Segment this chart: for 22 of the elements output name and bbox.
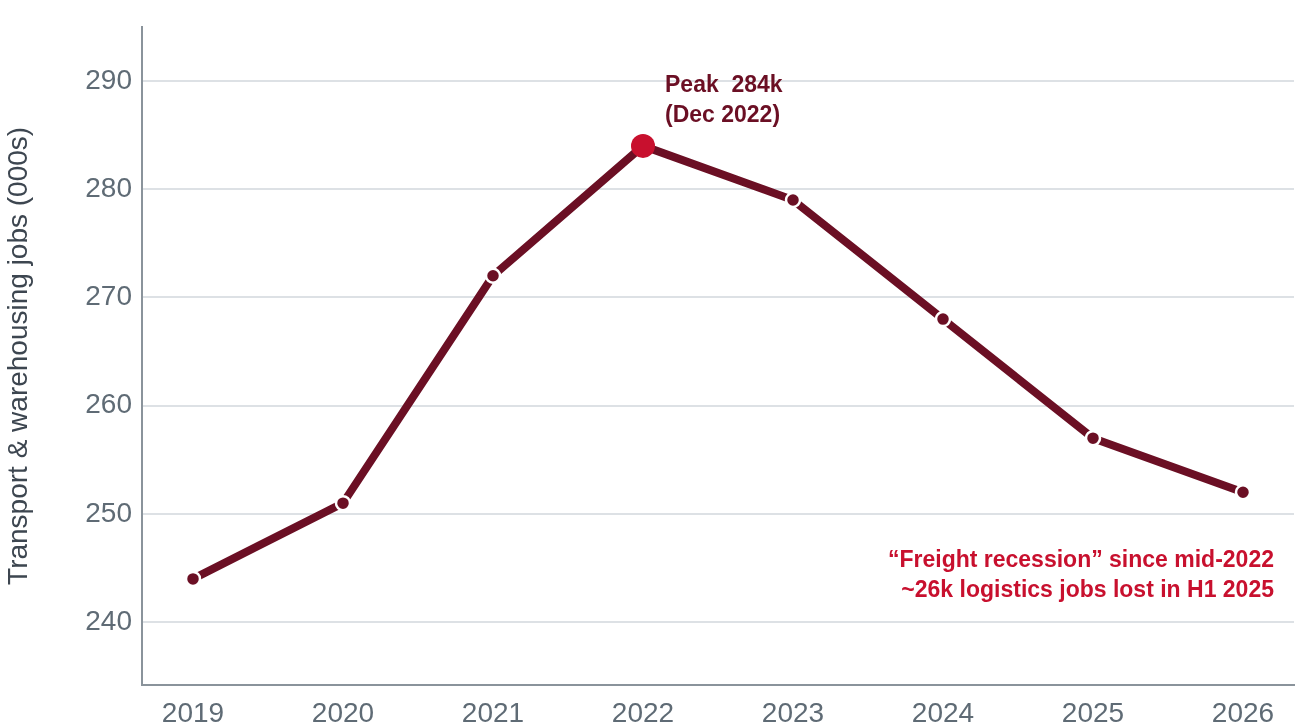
y-tick-label: 260 <box>85 388 132 420</box>
y-tick-label: 250 <box>85 496 132 528</box>
y-tick-label: 280 <box>85 171 132 203</box>
y-axis-title: Transport & warehousing jobs (000s) <box>1 126 33 585</box>
x-tick-label: 2026 <box>1211 696 1275 728</box>
annotation: “Freight recession” since mid-2022 ~26k logistics jobs lost in H1 2025 <box>887 546 1275 602</box>
point <box>334 494 352 512</box>
y-tick-label: 290 <box>85 63 132 95</box>
point <box>631 133 655 158</box>
x-tick-label: 2023 <box>761 696 825 728</box>
x-tick-label: 2019 <box>161 696 225 728</box>
point <box>1084 429 1102 447</box>
annotation: Peak 284k (Dec 2022) <box>665 70 783 127</box>
x-tick-label: 2021 <box>461 696 525 728</box>
x-tick-label: 2022 <box>611 696 675 728</box>
y-tick-label: 270 <box>85 280 132 312</box>
point <box>484 267 502 285</box>
x-tick-label: 2020 <box>311 696 375 728</box>
x-tick-label: 2024 <box>911 696 975 728</box>
point <box>934 310 952 328</box>
x-tick-label: 2025 <box>1061 696 1125 728</box>
y-tick-label: 240 <box>85 604 132 636</box>
